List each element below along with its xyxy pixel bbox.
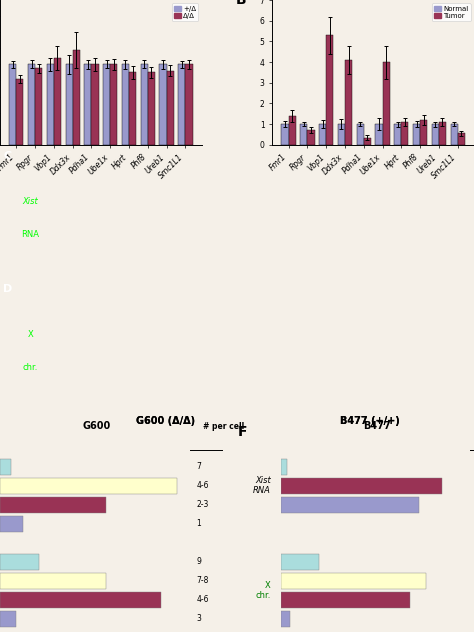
Bar	[432, 124, 439, 145]
Text: chr.: chr.	[23, 363, 38, 372]
Bar	[141, 64, 148, 145]
Text: # per cell: # per cell	[203, 422, 245, 430]
Text: RNA: RNA	[21, 229, 39, 238]
Text: X
chr.: X chr.	[255, 581, 271, 600]
Bar	[28, 64, 35, 145]
Bar	[65, 64, 73, 145]
Bar	[0, 459, 11, 475]
Bar	[439, 122, 446, 145]
Text: 2-3: 2-3	[197, 501, 209, 509]
Bar	[281, 611, 290, 627]
Bar	[185, 64, 192, 145]
Bar	[281, 592, 410, 608]
Text: B: B	[236, 0, 246, 7]
Bar	[0, 497, 106, 513]
Bar	[47, 64, 54, 145]
Bar	[394, 124, 401, 145]
Text: 4-6: 4-6	[197, 595, 209, 604]
Bar	[356, 124, 364, 145]
Bar	[345, 60, 352, 145]
Bar	[401, 122, 409, 145]
Text: G600 (Δ/Δ): G600 (Δ/Δ)	[137, 416, 195, 427]
Bar	[383, 62, 390, 145]
Bar	[289, 116, 296, 145]
Bar	[9, 64, 16, 145]
Bar	[148, 73, 155, 145]
Bar	[281, 573, 426, 589]
Legend: Normal, Tumor: Normal, Tumor	[432, 3, 471, 21]
Bar	[0, 573, 106, 589]
Bar	[420, 120, 427, 145]
Text: Xist
RNA: Xist RNA	[253, 476, 271, 495]
Bar	[84, 64, 91, 145]
Bar	[178, 64, 185, 145]
Bar	[35, 68, 42, 145]
Bar	[375, 124, 383, 145]
Bar	[281, 478, 442, 494]
Bar	[0, 478, 177, 494]
Bar	[129, 73, 136, 145]
Text: 9: 9	[197, 557, 201, 566]
Bar	[413, 124, 420, 145]
Text: 7: 7	[197, 462, 201, 471]
Bar	[281, 554, 319, 570]
Text: D: D	[3, 284, 12, 295]
Bar	[110, 64, 118, 145]
Legend: +/Δ, Δ/Δ: +/Δ, Δ/Δ	[172, 3, 198, 21]
Bar	[16, 79, 23, 145]
Text: 7-8: 7-8	[197, 576, 209, 585]
Text: G600 (Δ/Δ): G600 (Δ/Δ)	[137, 416, 195, 427]
Text: X: X	[27, 330, 33, 339]
Bar	[458, 133, 465, 145]
Bar	[282, 124, 289, 145]
Bar	[0, 554, 39, 570]
Bar	[451, 124, 458, 145]
Bar	[281, 497, 419, 513]
Text: 3: 3	[197, 614, 201, 623]
Bar	[338, 124, 345, 145]
Text: B477: B477	[364, 420, 391, 430]
Bar	[0, 592, 161, 608]
Text: F: F	[238, 425, 247, 439]
Bar	[103, 64, 110, 145]
Bar	[73, 50, 80, 145]
Bar	[308, 130, 315, 145]
Bar	[166, 71, 174, 145]
Bar	[122, 64, 129, 145]
Text: G600: G600	[82, 420, 111, 430]
Bar	[281, 459, 287, 475]
Bar	[364, 138, 371, 145]
Bar	[319, 124, 326, 145]
Text: C: C	[3, 151, 11, 161]
Bar	[91, 64, 99, 145]
Text: 4-6: 4-6	[197, 482, 209, 490]
Text: B477 (+/+): B477 (+/+)	[340, 416, 400, 427]
Bar	[326, 35, 333, 145]
Bar	[0, 611, 16, 627]
Text: Xist: Xist	[23, 197, 38, 206]
Text: 1: 1	[197, 520, 201, 528]
Bar	[0, 516, 23, 532]
Text: B477 (+/+): B477 (+/+)	[340, 416, 400, 427]
Bar	[300, 124, 308, 145]
Bar	[159, 64, 166, 145]
Bar	[54, 58, 61, 145]
